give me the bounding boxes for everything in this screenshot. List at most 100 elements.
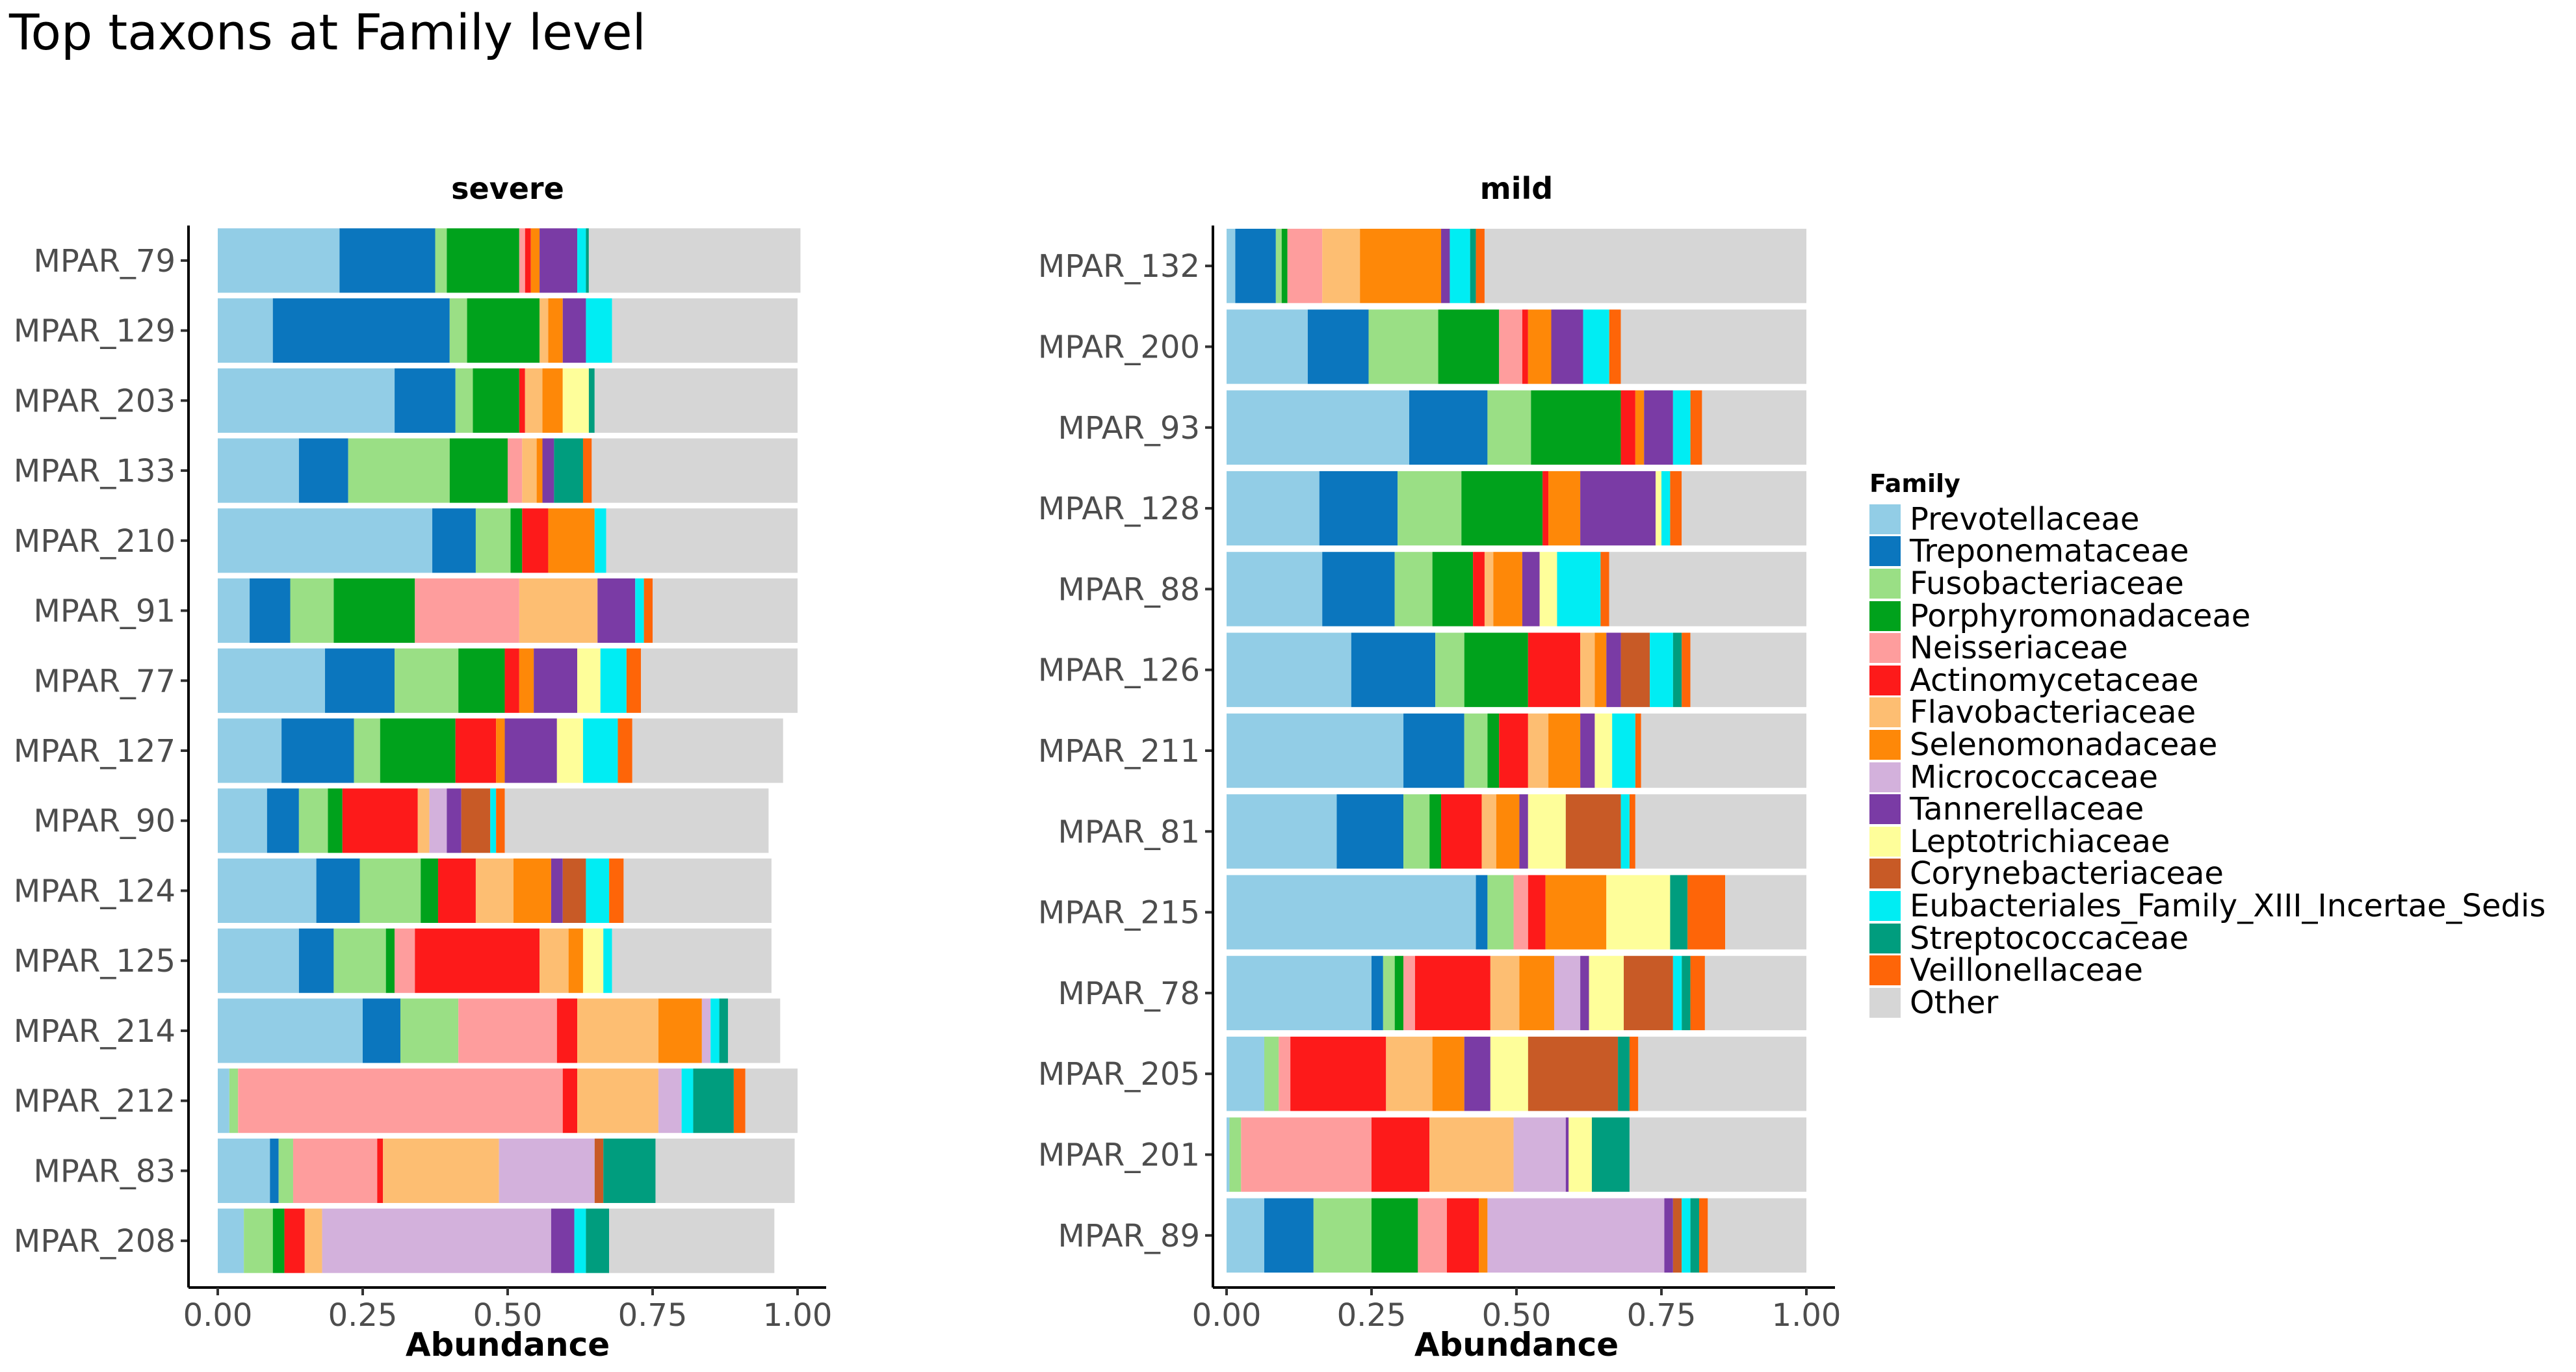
bar-segment xyxy=(582,438,592,503)
bar-segment xyxy=(562,1068,578,1133)
bar-segment xyxy=(1656,471,1661,546)
bar-segment xyxy=(1568,1117,1592,1192)
bar-segment xyxy=(1464,1037,1490,1111)
bar-segment xyxy=(519,368,525,433)
bar-segment xyxy=(1554,955,1581,1031)
bar-segment xyxy=(1635,713,1641,788)
bar-segment xyxy=(1565,1117,1569,1192)
bar-segment xyxy=(519,648,534,713)
bar-segment xyxy=(745,1068,798,1133)
bar-segment xyxy=(218,718,282,783)
bar-segment xyxy=(574,1208,586,1273)
y-tick-label: MPAR_77 xyxy=(33,663,176,699)
panel-mild: mild MPAR_132 MPAR_200 MPAR_93 MPAR_128 MPAR_… xyxy=(1038,171,1841,1364)
bar-segment xyxy=(519,578,598,643)
bar-segment xyxy=(1528,713,1549,788)
bar-segment xyxy=(525,228,531,293)
bar-segment xyxy=(1519,955,1554,1031)
bar-segment xyxy=(385,928,395,993)
bar-segment xyxy=(1551,309,1583,384)
bar-segment xyxy=(1322,228,1360,304)
bar-segment xyxy=(1386,1037,1433,1111)
bar-segment xyxy=(218,1138,270,1203)
bar-segment xyxy=(1690,390,1702,465)
bar-segment xyxy=(568,928,583,993)
bar-segment xyxy=(556,718,583,783)
bar-segment xyxy=(1708,1198,1806,1273)
bar-segment xyxy=(1528,1037,1619,1111)
bar-segment xyxy=(1322,552,1395,627)
bar-segment xyxy=(508,438,523,503)
panel-title: mild xyxy=(1480,171,1553,206)
legend-swatch xyxy=(1869,697,1901,728)
bar-segment xyxy=(473,368,519,433)
bar-segment xyxy=(701,998,711,1063)
bar-segment xyxy=(1470,228,1476,304)
bar-segment xyxy=(1368,309,1438,384)
bar-segment xyxy=(1319,471,1398,546)
bar-segment xyxy=(218,508,433,573)
bar-segment xyxy=(1670,471,1682,546)
bar-segment xyxy=(1725,875,1806,950)
bar-segment xyxy=(1672,1198,1682,1273)
bar-segment xyxy=(499,1138,595,1203)
y-tick-label: MPAR_205 xyxy=(1038,1056,1200,1093)
y-tick-label: MPAR_215 xyxy=(1038,895,1200,931)
bar-segment xyxy=(1409,390,1488,465)
bar-segment xyxy=(1229,1117,1242,1192)
y-tick-label: MPAR_129 xyxy=(14,313,176,350)
bar-segment xyxy=(1594,713,1613,788)
y-tick-label: MPAR_78 xyxy=(1058,976,1200,1012)
bar-segment xyxy=(1528,632,1581,707)
bar-segment xyxy=(1606,875,1671,950)
bar-segment xyxy=(1490,1037,1528,1111)
bar-segment xyxy=(1589,955,1624,1031)
bar-segment xyxy=(458,998,557,1063)
legend-label: Streptococcaceae xyxy=(1910,920,2189,957)
bar-segment xyxy=(449,438,508,503)
bar-segment xyxy=(1682,955,1691,1031)
bar-segment xyxy=(1490,955,1520,1031)
bar-segment xyxy=(218,998,363,1063)
bar-segment xyxy=(1484,552,1494,627)
bar-segment xyxy=(298,788,328,853)
bar-segment xyxy=(218,788,267,853)
bar-segment xyxy=(510,508,523,573)
legend-item: Actinomycetaceae xyxy=(1869,662,2545,699)
legend-item: Corynebacteriaceae xyxy=(1869,855,2545,892)
bar-segment xyxy=(635,578,644,643)
bar-segment xyxy=(1620,632,1650,707)
bar-segment xyxy=(475,508,511,573)
bar-segment xyxy=(727,998,781,1063)
bar-segment xyxy=(548,298,563,363)
bar-segment xyxy=(548,508,595,573)
bar-segment xyxy=(588,368,595,433)
y-tick-label: MPAR_210 xyxy=(14,523,176,560)
legend-swatch xyxy=(1869,762,1901,792)
bar-segment xyxy=(612,298,798,363)
bar-segment xyxy=(513,858,551,924)
legend-label: Flavobacteriaceae xyxy=(1910,694,2196,731)
panel-severe: severe MPAR_79 MPAR_129 MPAR_203 MPAR_133 MPA… xyxy=(14,171,833,1364)
bar-segment xyxy=(244,1208,273,1273)
bar-segment xyxy=(342,788,418,853)
bar-segment xyxy=(435,228,447,293)
bar-segment xyxy=(1638,1037,1806,1111)
bar-segment xyxy=(1227,955,1372,1031)
bar-segment xyxy=(281,718,354,783)
legend-item: Treponemataceae xyxy=(1869,533,2545,569)
bar-segment xyxy=(1522,309,1528,384)
bar-segment xyxy=(519,228,525,293)
bar-segment xyxy=(1383,955,1395,1031)
legend-label: Prevotellaceae xyxy=(1910,500,2140,537)
bar-segment xyxy=(1629,1037,1639,1111)
legend-label: Tannerellaceae xyxy=(1910,791,2144,828)
bar-segment xyxy=(1612,713,1635,788)
bar-segment xyxy=(551,1208,575,1273)
bar-segment xyxy=(1441,794,1482,869)
legend-item: Streptococcaceae xyxy=(1869,920,2545,957)
bar-segment xyxy=(284,1208,305,1273)
bar-segment xyxy=(1650,632,1673,707)
legend-item: Eubacteriales_Family_XIII_Incertae_Sedis xyxy=(1869,888,2545,924)
bar-segment xyxy=(551,858,563,924)
